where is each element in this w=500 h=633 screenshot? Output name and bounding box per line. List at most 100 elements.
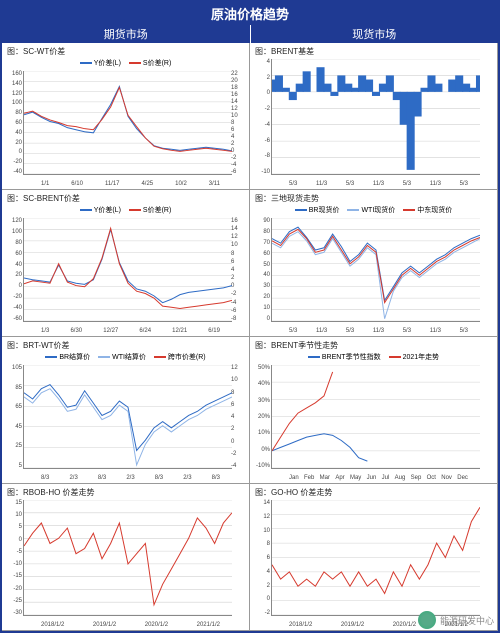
plot-area — [23, 500, 232, 616]
chart-body: 14121086420-22018/1/22019/1/22020/1/2202… — [253, 498, 494, 628]
legend-label: WTI结算价 — [112, 352, 146, 362]
legend-item: 跨市价差(R) — [154, 352, 206, 362]
legend-item: 中东现货价 — [403, 205, 452, 215]
plot-area — [271, 218, 480, 322]
legend-swatch — [403, 209, 415, 211]
section-left: 期货市场 — [2, 25, 251, 43]
legend: BRENT季节性指数 2021年走势 — [253, 351, 494, 363]
chart-body: 420-2-4-6-8-105/311/35/311/35/311/35/3 — [253, 57, 494, 187]
footer: 能源研发中心 — [418, 611, 494, 629]
legend-label: BR结算价 — [59, 352, 90, 362]
legend: BR现货价 WTI现货价 中东现货价 — [253, 204, 494, 216]
legend-swatch — [389, 356, 401, 358]
panel-title: 图：BRENT基差 — [253, 45, 494, 57]
legend-item: WTI现货价 — [347, 205, 395, 215]
legend-label: 跨市价差(R) — [168, 352, 206, 362]
chart-panel: 图：RBOB-HO 价差走势151050-5-10-15-20-25-30201… — [2, 484, 250, 631]
x-axis: 8/32/38/32/38/32/38/3 — [23, 475, 232, 481]
x-axis: 2018/1/22019/1/22020/1/22021/1/2 — [23, 622, 232, 628]
chart-panel: 图：三地现货走势BR现货价WTI现货价中东现货价9080706050403020… — [250, 190, 498, 337]
legend-swatch — [347, 209, 359, 211]
chart-panel: 图：SC-WT价差Y价差(L)S价差(R)1601401201008060402… — [2, 43, 250, 190]
legend-item: BR结算价 — [45, 352, 90, 362]
plot-area — [23, 71, 232, 175]
y-axis-left: 420-2-4-6-8-10 — [254, 59, 270, 175]
x-axis: 1/36/3012/276/2412/216/19 — [23, 328, 232, 334]
plot-area — [23, 218, 232, 322]
chart-panel: 图：BRENT基差420-2-4-6-8-105/311/35/311/35/3… — [250, 43, 498, 190]
legend-label: S价差(R) — [143, 58, 171, 68]
legend-swatch — [308, 356, 320, 358]
y-axis-right: 1614121086420-2-4-6-8 — [231, 218, 245, 322]
legend-swatch — [98, 356, 110, 358]
x-axis: 5/311/35/311/35/311/35/3 — [271, 181, 480, 187]
legend-item: S价差(R) — [129, 205, 171, 215]
panel-title: 图：RBOB-HO 价差走势 — [5, 486, 246, 498]
chart-body: 90807060504030201005/311/35/311/35/311/3… — [253, 216, 494, 334]
x-axis: JanFebMarAprMayJunJulAugSepOctNovDec — [271, 475, 480, 481]
chart-panel: 图：SC-BRENT价差Y价差(L)S价差(R)120100806040200-… — [2, 190, 250, 337]
legend-item: BR现货价 — [295, 205, 340, 215]
x-axis: 1/16/1011/174/2510/23/11 — [23, 181, 232, 187]
legend: BR结算价 WTI结算价 跨市价差(R) — [5, 351, 246, 363]
plot-area — [23, 365, 232, 469]
panel-title: 图：三地现货走势 — [253, 192, 494, 204]
legend-swatch — [80, 62, 92, 64]
legend-item: S价差(R) — [129, 58, 171, 68]
legend-item: BRENT季节性指数 — [308, 352, 381, 362]
chart-panel: 图：BRT-WT价差BR结算价WTI结算价跨市价差(R)105856545255… — [2, 337, 250, 484]
x-axis: 5/311/35/311/35/311/35/3 — [271, 328, 480, 334]
legend: Y价差(L) S价差(R) — [5, 204, 246, 216]
legend-swatch — [295, 209, 307, 211]
legend-label: Y价差(L) — [94, 58, 121, 68]
legend-item: WTI结算价 — [98, 352, 146, 362]
y-axis-right: 2220181614121086420-2-4-6 — [231, 71, 245, 175]
y-axis-left: 105856545255 — [6, 365, 22, 469]
legend-label: 中东现货价 — [417, 205, 452, 215]
chart-panel: 图：GO-HO 价差走势14121086420-22018/1/22019/1/… — [250, 484, 498, 631]
legend-swatch — [129, 62, 141, 64]
panel-title: 图：BRENT季节性走势 — [253, 339, 494, 351]
y-axis-left: 160140120100806040200-20-40 — [6, 71, 22, 175]
chart-panel: 图：BRENT季节性走势BRENT季节性指数2021年走势50%40%30%20… — [250, 337, 498, 484]
y-axis-left: 151050-5-10-15-20-25-30 — [6, 500, 22, 616]
legend-item: Y价差(L) — [80, 58, 121, 68]
panel-title: 图：SC-BRENT价差 — [5, 192, 246, 204]
chart-body: 160140120100806040200-20-40 2220181614121… — [5, 69, 246, 187]
legend-item: 2021年走势 — [389, 352, 440, 362]
y-axis-left: 14121086420-2 — [254, 500, 270, 616]
root-container: 原油价格趋势 期货市场 现货市场 图：SC-WT价差Y价差(L)S价差(R)16… — [0, 0, 500, 633]
legend-label: Y价差(L) — [94, 205, 121, 215]
chart-body: 151050-5-10-15-20-25-302018/1/22019/1/22… — [5, 498, 246, 628]
footer-text: 能源研发中心 — [440, 614, 494, 627]
legend-swatch — [45, 356, 57, 358]
section-header-row: 期货市场 现货市场 — [2, 25, 498, 43]
y-axis-left: 9080706050403020100 — [254, 218, 270, 322]
legend-label: WTI现货价 — [361, 205, 395, 215]
y-axis-left: 50%40%30%20%10%0%-10% — [254, 365, 270, 469]
panel-title: 图：GO-HO 价差走势 — [253, 486, 494, 498]
y-axis-left: 120100806040200-20-40-60 — [6, 218, 22, 322]
legend-label: BRENT季节性指数 — [322, 352, 381, 362]
legend: Y价差(L) S价差(R) — [5, 57, 246, 69]
legend-item: Y价差(L) — [80, 205, 121, 215]
legend-swatch — [80, 209, 92, 211]
legend-label: 2021年走势 — [403, 352, 440, 362]
plot-area — [271, 365, 480, 469]
charts-grid: 图：SC-WT价差Y价差(L)S价差(R)1601401201008060402… — [2, 43, 498, 631]
y-axis-right: 121086420-2-4 — [231, 365, 245, 469]
chart-body: 120100806040200-20-40-60 1614121086420-2-… — [5, 216, 246, 334]
chart-body: 105856545255 121086420-2-4 8/32/38/32/38/3… — [5, 363, 246, 481]
section-right: 现货市场 — [251, 25, 499, 43]
legend-swatch — [129, 209, 141, 211]
legend-swatch — [154, 356, 166, 358]
legend-label: BR现货价 — [309, 205, 340, 215]
main-title: 原油价格趋势 — [2, 2, 498, 25]
panel-title: 图：SC-WT价差 — [5, 45, 246, 57]
chart-body: 50%40%30%20%10%0%-10%JanFebMarAprMayJunJ… — [253, 363, 494, 481]
legend-label: S价差(R) — [143, 205, 171, 215]
plot-area — [271, 59, 480, 175]
panel-title: 图：BRT-WT价差 — [5, 339, 246, 351]
footer-logo-icon — [418, 611, 436, 629]
plot-area — [271, 500, 480, 616]
